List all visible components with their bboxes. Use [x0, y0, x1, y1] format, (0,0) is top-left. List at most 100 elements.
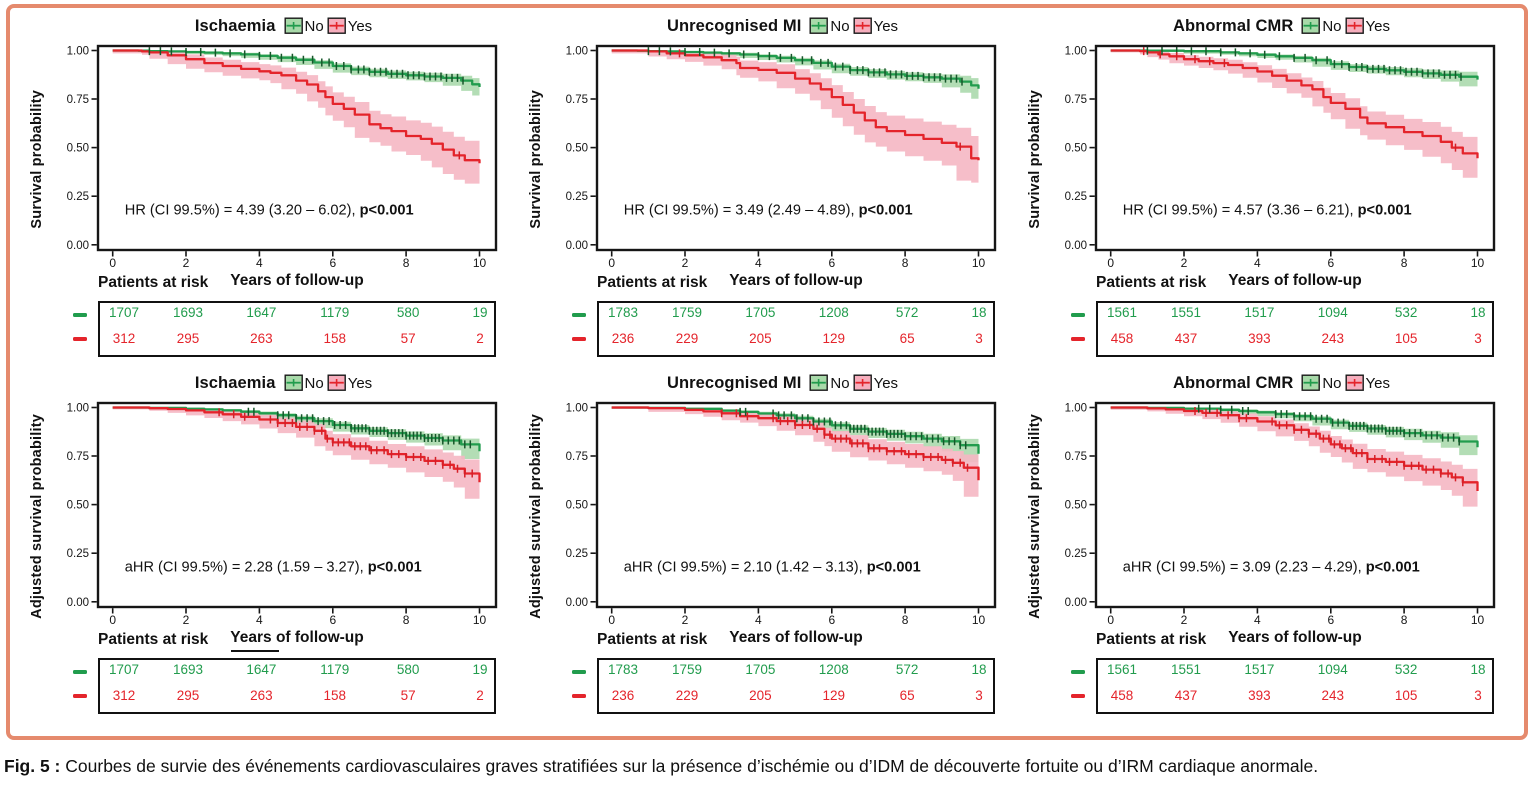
hr-annotation-pvalue: p<0.001 [1358, 203, 1412, 219]
y-tick-label: 0.00 [67, 240, 89, 252]
risk-count: 532 [1394, 662, 1418, 677]
x-axis-label: Years of follow-up [230, 272, 364, 289]
risk-row-no: 1561 1551 1517 1094 532 18 [1098, 662, 1492, 686]
risk-count: 1705 [745, 305, 776, 320]
x-tick-label: 0 [608, 613, 615, 627]
risk-count: 295 [176, 331, 200, 346]
risk-row-yes: 458 437 393 243 105 3 [1098, 331, 1492, 355]
legend-item-no: No [284, 17, 324, 35]
risk-row-marker-yes [1071, 694, 1085, 698]
risk-count: 1707 [108, 305, 140, 320]
patients-at-risk-table: 1783 1759 1705 1208 572 18 236 229 205 129 65 3 [572, 301, 995, 357]
risk-count: 1517 [1244, 305, 1275, 320]
risk-count: 3 [975, 331, 983, 346]
underline-artifact [231, 650, 279, 652]
risk-count: 19 [472, 305, 488, 320]
risk-count: 158 [323, 688, 347, 703]
x-tick-label: 2 [183, 256, 190, 270]
survival-curve-yes [1110, 406, 1479, 491]
y-axis-label-text: Adjusted survival probability [29, 413, 45, 619]
x-tick-label: 8 [403, 256, 410, 270]
x-tick-label: 8 [902, 256, 909, 270]
y-tick-label: 0.00 [566, 240, 588, 252]
risk-row-marker-yes [572, 337, 586, 341]
x-tick-label: 6 [329, 256, 336, 270]
legend-label-yes: Yes [873, 17, 899, 35]
y-tick-label: 0.25 [67, 548, 89, 560]
ci-band-yes [1110, 50, 1478, 178]
patients-at-risk-label: Patients at risk [1096, 274, 1207, 291]
risk-table-box: 1561 1551 1517 1094 532 18 458 437 393 243 105 3 [1096, 301, 1494, 357]
x-tick-label: 2 [1181, 613, 1188, 627]
risk-count: 105 [1394, 331, 1418, 346]
plot-column: 0 2 4 6 8 10 0.00 0.25 0.50 0.75 1.00 aHR (CI 99.5%… [1052, 397, 1502, 714]
y-tick-label: 0.00 [67, 597, 89, 609]
hr-annotation: HR (CI 99.5%) = 3.49 (2.49 – 4.89), p<0.… [624, 203, 913, 219]
legend-label-no: No [830, 374, 850, 392]
axis-captions: Patients at risk Years of follow-up [553, 272, 1003, 297]
censor-ticks-yes [1194, 407, 1464, 487]
km-panel-abnormal-cmr-adjusted: Abnormal CMR No Yes Adjusted survival proba… [1018, 369, 1511, 714]
axis-captions: Patients at risk Years of follow-up [1052, 272, 1502, 297]
y-tick-label: 1.00 [566, 46, 588, 58]
censor-ticks-no [1197, 404, 1460, 446]
panel-title: Ischaemia [194, 16, 276, 35]
km-plot-unrecognised-mi-unadjusted: 0 2 4 6 8 10 0.00 0.25 0.50 0.75 1.00 HR (CI 99.5%)… [566, 44, 997, 270]
risk-count: 1705 [745, 662, 776, 677]
y-axis-label-text: Survival probability [29, 89, 45, 229]
risk-count: 105 [1394, 688, 1418, 703]
x-axis-label: Years of follow-up [729, 272, 863, 289]
km-panel-ischaemia-adjusted: Ischaemia No Yes Adjusted survival probabil… [20, 369, 513, 714]
patients-at-risk-label: Patients at risk [98, 274, 209, 291]
y-tick-label: 0.50 [67, 500, 89, 512]
legend-key-yes-icon [853, 17, 872, 34]
risk-count: 1208 [818, 305, 849, 320]
patients-at-risk-table: 1707 1693 1647 1179 580 19 312 295 263 158 57 2 [73, 301, 496, 357]
risk-count: 1783 [607, 305, 639, 320]
hr-annotation: aHR (CI 99.5%) = 2.10 (1.42 – 3.13), p<0… [624, 560, 921, 576]
plot-frame [1094, 44, 1496, 252]
patients-at-risk-table: 1561 1551 1517 1094 532 18 458 437 393 243 105 3 [1071, 301, 1494, 357]
risk-count: 57 [400, 688, 416, 703]
x-axis-label: Years of follow-up [1228, 272, 1362, 289]
risk-count: 65 [899, 688, 915, 703]
panel-title: Abnormal CMR [1172, 16, 1294, 35]
panel-title: Unrecognised MI [666, 373, 802, 392]
hr-annotation-text: aHR (CI 99.5%) = 3.09 (2.23 – 4.29), [1123, 560, 1366, 576]
plot-frame [595, 401, 997, 609]
y-tick-label: 0.75 [566, 451, 588, 463]
legend-item-no: No [809, 374, 850, 392]
axis-captions: Patients at risk Years of follow-up [553, 629, 1003, 654]
km-panel-abnormal-cmr-unadjusted: Abnormal CMR No Yes Survival probability 0 2 4… [1018, 12, 1511, 357]
y-tick-label: 0.75 [67, 451, 89, 463]
risk-count: 236 [611, 688, 635, 703]
y-tick-label: 0.00 [1065, 597, 1087, 609]
x-tick-label: 10 [1471, 256, 1485, 270]
km-panel-unrecognised-mi-unadjusted: Unrecognised MI No Yes Survival probability… [519, 12, 1012, 357]
legend-label-yes: Yes [347, 17, 373, 35]
y-tick-label: 0.75 [566, 94, 588, 106]
y-axis-label: Adjusted survival probability [20, 397, 54, 635]
legend-label-yes: Yes [1365, 17, 1391, 35]
risk-row-marker-no [572, 670, 586, 674]
risk-count: 1094 [1317, 662, 1348, 677]
risk-count: 572 [895, 662, 919, 677]
x-tick-label: 0 [109, 256, 116, 270]
censor-ticks-no [148, 47, 464, 85]
y-tick-label: 0.50 [1065, 143, 1087, 155]
figure-caption-text: Courbes de survie des événements cardiov… [65, 756, 1319, 776]
x-tick-label: 6 [1327, 613, 1334, 627]
km-panel-ischaemia-unadjusted: Ischaemia No Yes Survival probability 0 2 4 6 8 1… [20, 12, 513, 357]
figure-caption: Fig. 5 : Courbes de survie des événement… [4, 756, 1318, 777]
plot-column: 0 2 4 6 8 10 0.00 0.25 0.50 0.75 1.00 aHR (CI 99.5%… [54, 397, 504, 714]
x-tick-label: 2 [682, 613, 689, 627]
y-axis-label: Survival probability [20, 40, 54, 278]
panel-header: Unrecognised MI No Yes [553, 12, 1012, 40]
legend: No Yes [809, 374, 898, 392]
legend-key-no-icon [1301, 374, 1321, 391]
risk-count: 263 [250, 331, 273, 346]
y-tick-label: 1.00 [67, 403, 89, 415]
y-axis-label: Survival probability [1018, 40, 1052, 278]
risk-count: 1647 [246, 662, 277, 677]
x-tick-label: 10 [1471, 613, 1485, 627]
